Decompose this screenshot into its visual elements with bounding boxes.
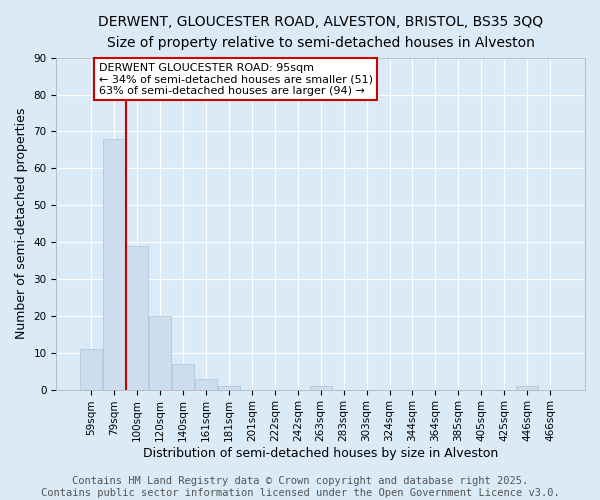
Y-axis label: Number of semi-detached properties: Number of semi-detached properties: [15, 108, 28, 340]
Bar: [195, 378, 217, 390]
X-axis label: Distribution of semi-detached houses by size in Alveston: Distribution of semi-detached houses by …: [143, 447, 499, 460]
Bar: [103, 139, 125, 390]
Bar: [127, 246, 148, 390]
Bar: [310, 386, 332, 390]
Bar: [516, 386, 538, 390]
Text: DERWENT GLOUCESTER ROAD: 95sqm
← 34% of semi-detached houses are smaller (51)
63: DERWENT GLOUCESTER ROAD: 95sqm ← 34% of …: [98, 62, 373, 96]
Text: Contains HM Land Registry data © Crown copyright and database right 2025.
Contai: Contains HM Land Registry data © Crown c…: [41, 476, 559, 498]
Bar: [218, 386, 240, 390]
Bar: [172, 364, 194, 390]
Bar: [80, 349, 102, 390]
Title: DERWENT, GLOUCESTER ROAD, ALVESTON, BRISTOL, BS35 3QQ
Size of property relative : DERWENT, GLOUCESTER ROAD, ALVESTON, BRIS…: [98, 15, 543, 50]
Bar: [149, 316, 171, 390]
